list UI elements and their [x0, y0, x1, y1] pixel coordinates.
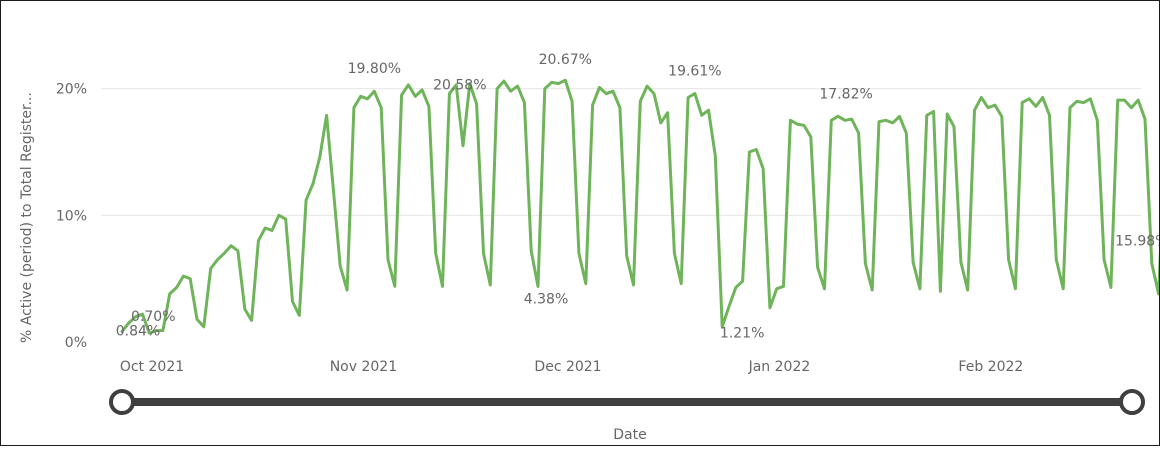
data-label: 1.21%: [720, 326, 764, 342]
data-labels: 0.84%0.70% 19.80% 20.58% 4.38% 20.67% 19.61% 1…: [116, 52, 1160, 342]
data-label: 15.98%: [1115, 233, 1159, 249]
data-label: 20.67%: [539, 52, 592, 68]
x-tick-label: Feb 2022: [958, 359, 1023, 375]
data-label: 4.38%: [524, 292, 568, 308]
data-label: 19.80%: [348, 61, 401, 77]
data-label: 19.61%: [668, 64, 721, 80]
x-tick-label: Jan 2022: [748, 359, 811, 375]
x-axis-title: Date: [613, 427, 646, 443]
x-tick-label: Oct 2021: [120, 359, 184, 375]
data-label: 0.84%: [116, 323, 160, 339]
date-range-slider[interactable]: [109, 389, 1145, 415]
x-tick-label: Nov 2021: [330, 359, 397, 375]
data-label: 17.82%: [819, 86, 872, 102]
gridlines: [101, 88, 1141, 216]
slider-end-handle[interactable]: [1119, 389, 1145, 415]
y-tick-label: 10%: [56, 208, 87, 224]
series-line: [120, 78, 1160, 335]
y-tick-label: 0%: [65, 335, 87, 351]
data-label: 20.58%: [433, 78, 486, 94]
slider-start-handle[interactable]: [109, 389, 135, 415]
x-axis-ticks: Oct 2021 Nov 2021 Dec 2021 Jan 2022 Feb 2022: [120, 359, 1023, 375]
y-tick-label: 20%: [56, 82, 87, 98]
x-tick-label: Dec 2021: [534, 359, 601, 375]
y-axis-title: % Active (period) to Total Register...: [19, 92, 35, 343]
data-label: 0.70%: [131, 309, 175, 325]
y-axis-ticks: 0% 10% 20%: [56, 82, 87, 351]
